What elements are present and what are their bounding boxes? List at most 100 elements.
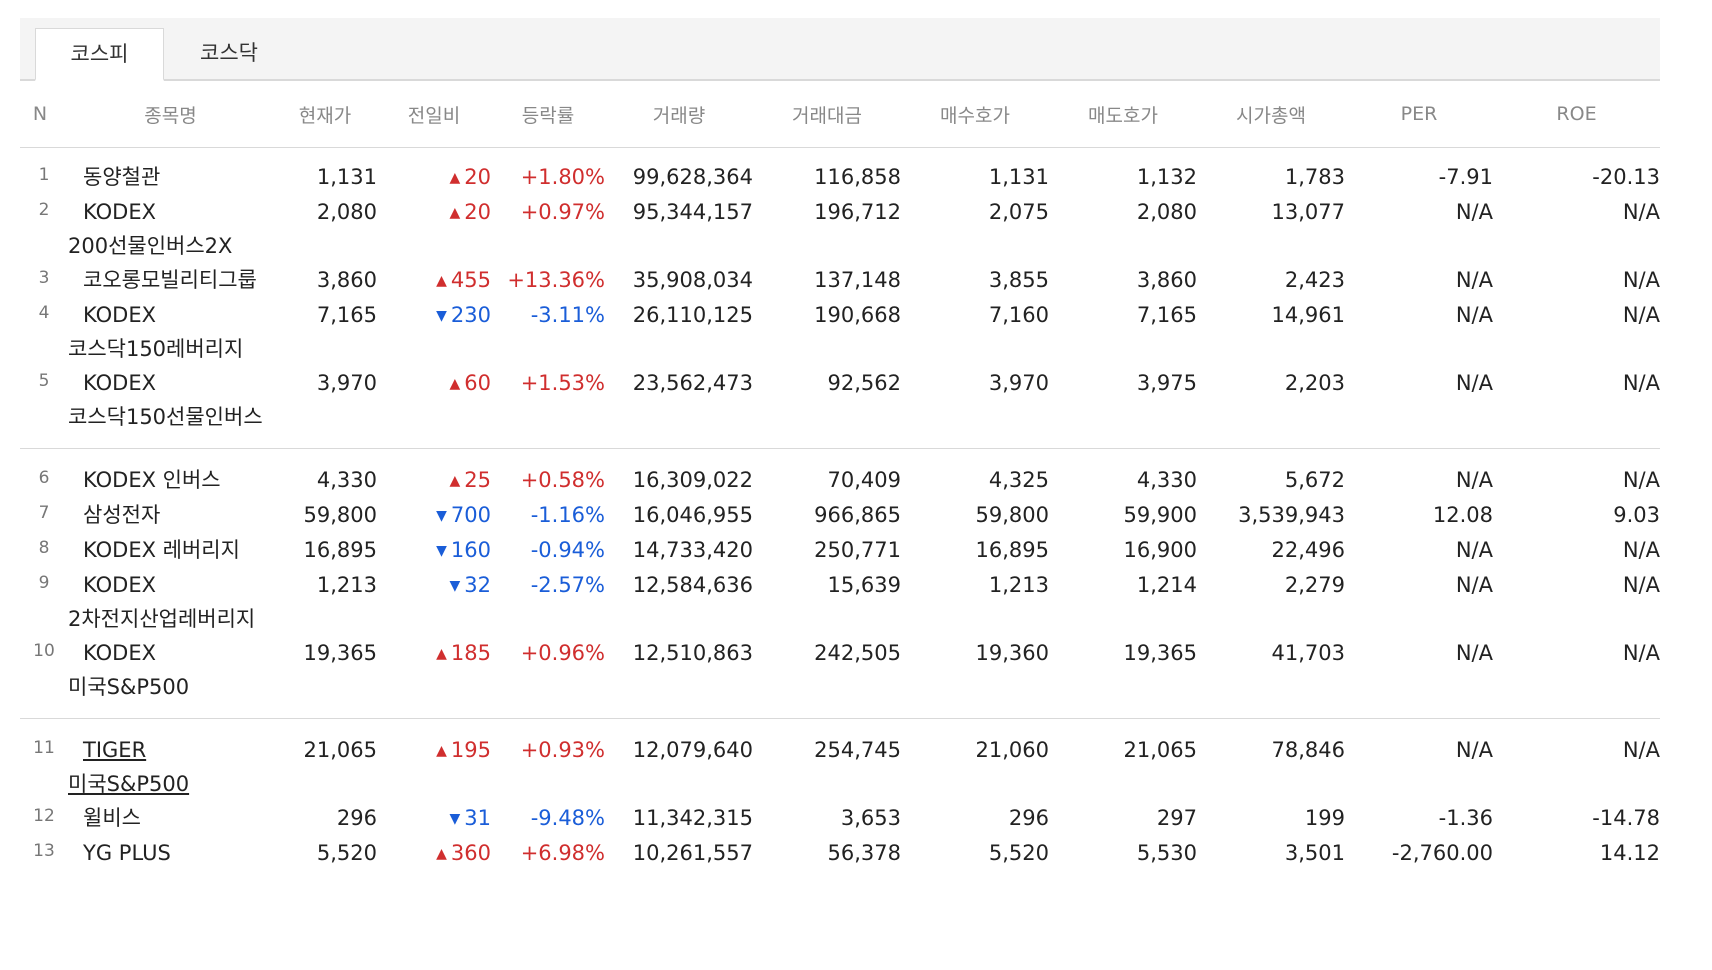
amount-cell: 15,639 <box>827 573 901 597</box>
amount-cell: 92,562 <box>753 366 901 449</box>
rank-cell: 1 <box>38 165 50 185</box>
tab-kosdaq[interactable]: 코스닥 <box>200 41 258 65</box>
stock-name-link[interactable]: 윌비스 <box>83 806 141 830</box>
table-row[interactable]: 8 KODEX 레버리지 16,895 ▼ 160 -0.94% 14,733,420 250… <box>20 533 1660 568</box>
bid-cell: 3,855 <box>988 268 1049 292</box>
column-header-per: PER <box>1345 81 1493 148</box>
rank-cell: 6 <box>38 468 50 488</box>
price-cell: 296 <box>336 806 377 830</box>
rank-cell: 5 <box>20 366 68 449</box>
stock-name-link[interactable]: KODEX 코스닥150레버리지 <box>68 303 244 361</box>
table-row[interactable]: 5 KODEX 코스닥150선물인버스 3,970 ▲ 60 +1.53% 23,562,4… <box>20 366 1660 449</box>
tab-kospi[interactable]: 코스피 <box>35 28 164 81</box>
column-header-name: 종목명 <box>68 81 273 148</box>
per-cell: N/A <box>1455 303 1493 327</box>
volume-cell: 12,584,636 <box>632 573 753 597</box>
table-row[interactable]: 12 윌비스 296 ▼ 31 -9.48% 11,342,315 3,653 296 297 19… <box>20 801 1660 836</box>
volume-cell: 10,261,557 <box>632 841 753 865</box>
rate-cell: +13.36% <box>507 268 605 292</box>
table-row[interactable]: 7 삼성전자 59,800 ▼ 700 -1.16% 16,046,955 966,865 59… <box>20 498 1660 533</box>
column-header-volume: 거래량 <box>605 81 753 148</box>
rate-cell: +0.97% <box>520 200 605 224</box>
stock-name-cell: TIGER 미국S&P500 <box>68 719 273 802</box>
price-cell: 1,131 <box>316 165 377 189</box>
column-header-amount: 거래대금 <box>753 81 901 148</box>
amount-cell: 70,409 <box>827 468 901 492</box>
change-cell: ▲ 60 <box>377 366 491 449</box>
change-cell: ▲ 455 <box>377 263 491 298</box>
stock-name-cell: KODEX 인버스 <box>68 449 273 499</box>
table-row[interactable]: 3 코오롱모빌리티그룹 3,860 ▲ 455 +13.36% 35,908,034 137,… <box>20 263 1660 298</box>
change-cell: ▲ 360 <box>377 836 491 871</box>
amount-cell: 3,653 <box>840 806 901 830</box>
rank-cell: 2 <box>38 200 50 220</box>
roe-cell: -20.13 <box>1592 165 1660 189</box>
table-header-row: N 종목명 현재가 전일비 등락률 거래량 거래대금 매수호가 매도호가 시가총… <box>20 81 1660 148</box>
column-header-rate: 등락률 <box>491 81 605 148</box>
stock-name-link[interactable]: KODEX 레버리지 <box>83 538 240 562</box>
stock-name-link[interactable]: 동양철관 <box>83 165 161 189</box>
ask-cell: 16,900 <box>1123 538 1197 562</box>
change-cell: ▼ 31 <box>377 801 491 836</box>
stock-name-link[interactable]: KODEX 인버스 <box>83 468 221 492</box>
stock-name-link[interactable]: KODEX 코스닥150선물인버스 <box>68 371 263 429</box>
bid-cell: 5,520 <box>988 841 1049 865</box>
market-cap-cell: 5,672 <box>1284 468 1345 492</box>
table-row[interactable]: 1 동양철관 1,131 ▲ 20 +1.80% 99,628,364 116,858 1,13… <box>20 148 1660 196</box>
table-row[interactable]: 10 KODEX 미국S&P500 19,365 ▲ 185 +0.96% 12,510,8… <box>20 636 1660 719</box>
volume-cell: 16,046,955 <box>632 503 753 527</box>
market-cap-cell: 13,077 <box>1271 200 1345 224</box>
rate-cell: +1.53% <box>491 366 605 449</box>
table-row[interactable]: 4 KODEX 코스닥150레버리지 7,165 ▼ 230 -3.11% 26,110,1… <box>20 298 1660 366</box>
stock-name-link[interactable]: KODEX 2차전지산업레버리지 <box>68 573 256 631</box>
column-header-bid: 매수호가 <box>901 81 1049 148</box>
change-cell: ▲ 20 <box>377 195 491 263</box>
table-row[interactable]: 9 KODEX 2차전지산업레버리지 1,213 ▼ 32 -2.57% 12,584,63… <box>20 568 1660 636</box>
ask-cell: 59,900 <box>1123 503 1197 527</box>
rate-cell: +0.93% <box>520 738 605 762</box>
rank-cell: 11 <box>33 738 55 758</box>
bid-cell: 3,970 <box>901 366 1049 449</box>
market-tab-bar: 코스피 코스닥 <box>20 18 1660 81</box>
stock-name-link[interactable]: KODEX 200선물인버스2X <box>68 200 233 258</box>
per-cell: N/A <box>1455 468 1493 492</box>
ask-cell: 3,860 <box>1136 268 1197 292</box>
stock-name-link[interactable]: 삼성전자 <box>83 503 161 527</box>
ask-cell: 19,365 <box>1049 636 1197 719</box>
market-cap-cell: 2,203 <box>1197 366 1345 449</box>
stock-table: N 종목명 현재가 전일비 등락률 거래량 거래대금 매수호가 매도호가 시가총… <box>20 81 1660 871</box>
change-value: 20 <box>464 200 491 224</box>
rate-cell: +6.98% <box>520 841 605 865</box>
stock-name-link[interactable]: TIGER 미국S&P500 <box>68 738 190 796</box>
ask-cell: 1,132 <box>1136 165 1197 189</box>
table-row[interactable]: 13 YG PLUS 5,520 ▲ 360 +6.98% 10,261,557 56,378… <box>20 836 1660 871</box>
price-cell: 1,213 <box>316 573 377 597</box>
ask-cell: 297 <box>1156 806 1197 830</box>
market-cap-cell: 3,501 <box>1284 841 1345 865</box>
amount-cell: 242,505 <box>753 636 901 719</box>
stock-name-link[interactable]: YG PLUS <box>83 841 171 865</box>
rate-cell: +0.96% <box>491 636 605 719</box>
triangle-down-icon: ▼ <box>449 578 461 594</box>
bid-cell: 59,800 <box>975 503 1049 527</box>
change-cell: ▲ 185 <box>377 636 491 719</box>
bid-cell: 19,360 <box>901 636 1049 719</box>
table-row[interactable]: 2 KODEX 200선물인버스2X 2,080 ▲ 20 +0.97% 95,344,15… <box>20 195 1660 263</box>
column-header-change: 전일비 <box>377 81 491 148</box>
price-cell: 21,065 <box>303 738 377 762</box>
stock-name-link[interactable]: 코오롱모빌리티그룹 <box>83 268 257 292</box>
table-row[interactable]: 11 TIGER 미국S&P500 21,065 ▲ 195 +0.93% 12,079,6… <box>20 719 1660 802</box>
rate-cell: -9.48% <box>530 806 605 830</box>
triangle-down-icon: ▼ <box>436 308 447 324</box>
per-cell: N/A <box>1455 268 1493 292</box>
ask-cell: 21,065 <box>1123 738 1197 762</box>
rate-cell: -2.57% <box>530 573 605 597</box>
roe-cell: -14.78 <box>1592 806 1660 830</box>
change-cell: ▲ 20 <box>377 148 491 196</box>
price-cell: 3,860 <box>316 268 377 292</box>
roe-cell: N/A <box>1622 738 1660 762</box>
stock-name-cell: KODEX 코스닥150선물인버스 <box>68 366 273 449</box>
stock-name-link[interactable]: KODEX 미국S&P500 <box>68 641 190 699</box>
table-row[interactable]: 6 KODEX 인버스 4,330 ▲ 25 +0.58% 16,309,022 70,409… <box>20 449 1660 499</box>
change-value: 700 <box>450 503 491 527</box>
